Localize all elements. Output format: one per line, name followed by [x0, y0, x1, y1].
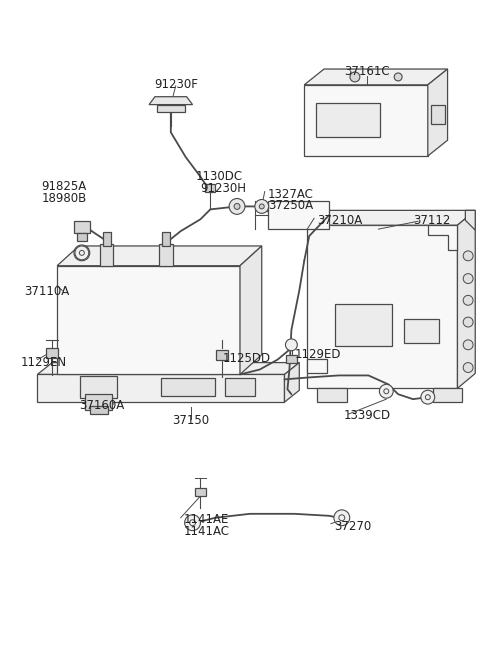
- Text: 37112: 37112: [413, 214, 450, 227]
- Text: 37250A: 37250A: [268, 200, 313, 212]
- Polygon shape: [57, 246, 262, 266]
- Bar: [335, 305, 392, 346]
- Polygon shape: [428, 69, 447, 156]
- Bar: [194, 488, 206, 496]
- Polygon shape: [466, 210, 475, 230]
- Text: 1141AE: 1141AE: [184, 513, 229, 526]
- Polygon shape: [428, 225, 457, 250]
- Text: 1141AC: 1141AC: [184, 525, 229, 538]
- Circle shape: [463, 340, 473, 350]
- Text: 1129ED: 1129ED: [294, 348, 341, 361]
- Circle shape: [234, 204, 240, 210]
- Bar: [90, 406, 108, 414]
- Circle shape: [74, 245, 90, 261]
- Circle shape: [463, 363, 473, 373]
- Bar: [37, 375, 285, 402]
- Circle shape: [463, 295, 473, 305]
- Bar: [159, 244, 173, 266]
- Text: 91230F: 91230F: [154, 78, 198, 91]
- Bar: [162, 232, 170, 246]
- Text: 18980B: 18980B: [41, 192, 87, 204]
- Circle shape: [334, 510, 350, 526]
- Text: 37270: 37270: [334, 520, 371, 533]
- Text: 37110A: 37110A: [24, 286, 70, 299]
- Circle shape: [463, 317, 473, 327]
- Text: 1327AC: 1327AC: [268, 187, 313, 200]
- Text: 37161C: 37161C: [344, 65, 389, 78]
- Polygon shape: [285, 363, 300, 402]
- Bar: [74, 221, 90, 233]
- Bar: [216, 350, 228, 360]
- Circle shape: [421, 390, 435, 404]
- Circle shape: [255, 200, 269, 214]
- Bar: [404, 319, 439, 343]
- Bar: [225, 379, 255, 396]
- Polygon shape: [240, 246, 262, 375]
- Bar: [46, 348, 58, 358]
- Circle shape: [286, 339, 297, 350]
- Circle shape: [394, 73, 402, 81]
- Polygon shape: [304, 69, 447, 85]
- Text: 91825A: 91825A: [41, 179, 87, 193]
- Bar: [80, 377, 118, 398]
- Bar: [157, 105, 185, 111]
- Bar: [433, 388, 462, 402]
- Text: 1339CD: 1339CD: [344, 409, 391, 422]
- Polygon shape: [37, 363, 300, 375]
- Text: 37150: 37150: [172, 414, 209, 427]
- Bar: [431, 105, 444, 124]
- Circle shape: [463, 274, 473, 284]
- Bar: [205, 183, 216, 192]
- Bar: [57, 266, 240, 375]
- Bar: [316, 103, 380, 138]
- Circle shape: [79, 250, 85, 256]
- Bar: [77, 233, 87, 241]
- Circle shape: [259, 204, 264, 209]
- Circle shape: [379, 384, 393, 398]
- Circle shape: [75, 246, 89, 260]
- Bar: [307, 225, 457, 388]
- Bar: [161, 379, 216, 396]
- Bar: [304, 85, 428, 156]
- Bar: [317, 388, 347, 402]
- Text: 1125DD: 1125DD: [222, 352, 270, 365]
- Circle shape: [350, 72, 360, 82]
- Bar: [100, 244, 113, 266]
- Bar: [103, 232, 110, 246]
- Polygon shape: [457, 210, 475, 388]
- Text: 37160A: 37160A: [79, 399, 124, 412]
- Polygon shape: [307, 359, 327, 373]
- Text: 91230H: 91230H: [201, 181, 246, 195]
- Bar: [287, 354, 297, 363]
- Circle shape: [463, 251, 473, 261]
- Polygon shape: [149, 97, 192, 105]
- Circle shape: [229, 198, 245, 214]
- Text: 1130DC: 1130DC: [195, 170, 243, 183]
- Bar: [268, 202, 329, 229]
- Polygon shape: [307, 210, 475, 225]
- Bar: [85, 394, 112, 410]
- Text: 1129EN: 1129EN: [21, 356, 67, 369]
- Text: 37210A: 37210A: [317, 214, 362, 227]
- Circle shape: [185, 515, 201, 531]
